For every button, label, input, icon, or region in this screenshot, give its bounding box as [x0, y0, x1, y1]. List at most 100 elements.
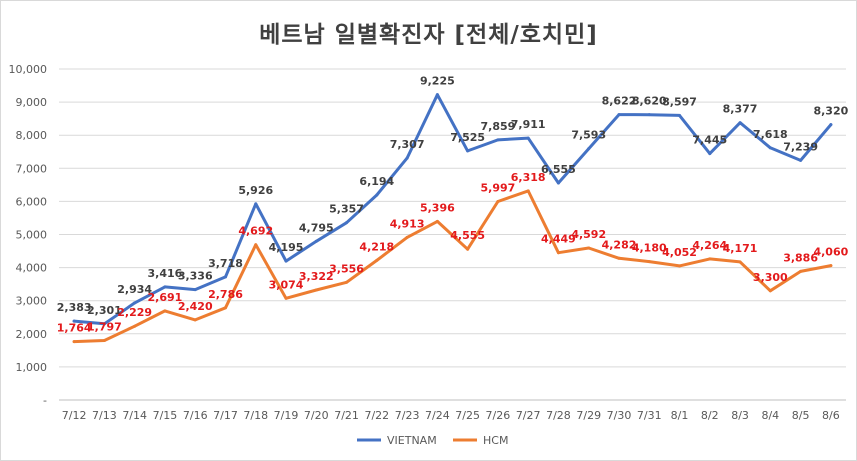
data-label-hcm: 6,318 [511, 171, 546, 184]
data-label-vietnam: 2,301 [87, 304, 122, 317]
data-label-hcm: 2,229 [117, 306, 152, 319]
data-label-vietnam: 7,618 [753, 128, 788, 141]
data-label-vietnam: 7,859 [481, 120, 516, 133]
data-label-vietnam: 8,620 [632, 95, 667, 108]
data-label-vietnam: 2,934 [117, 283, 152, 296]
data-label-hcm: 4,180 [632, 242, 667, 255]
data-label-vietnam: 8,597 [662, 95, 697, 108]
data-label-hcm: 3,886 [783, 251, 818, 264]
data-label-vietnam: 7,307 [390, 138, 425, 151]
x-tick-label: 8/4 [761, 409, 779, 422]
y-tick-label: 10,000 [9, 63, 48, 76]
data-point-hcm [102, 339, 106, 343]
data-point-vietnam [496, 138, 500, 142]
x-tick-label: 7/17 [213, 409, 238, 422]
data-point-vietnam [556, 181, 560, 185]
data-point-hcm [72, 340, 76, 344]
data-point-hcm [193, 318, 197, 322]
chart-title: 베트남 일별확진자 [전체/호치민] [259, 22, 598, 48]
data-point-vietnam [435, 93, 439, 97]
data-point-hcm [223, 306, 227, 310]
x-tick-label: 7/20 [304, 409, 329, 422]
data-label-vietnam: 7,593 [571, 129, 606, 142]
series-line-hcm [72, 189, 833, 344]
data-label-hcm: 4,555 [450, 229, 485, 242]
x-tick-label: 7/23 [395, 409, 420, 422]
data-point-vietnam [284, 259, 288, 263]
data-label-vietnam: 7,445 [692, 134, 727, 147]
x-tick-label: 8/1 [671, 409, 689, 422]
data-point-vietnam [405, 156, 409, 160]
data-label-hcm: 4,913 [390, 217, 425, 230]
data-label-hcm: 3,300 [753, 271, 788, 284]
y-tick-label: 9,000 [16, 96, 48, 109]
x-tick-label: 7/30 [607, 409, 632, 422]
data-point-hcm [768, 289, 772, 293]
y-tick-label: 3,000 [16, 295, 48, 308]
data-label-hcm: 3,322 [299, 270, 334, 283]
data-label-vietnam: 6,194 [359, 175, 394, 188]
data-point-hcm [435, 219, 439, 223]
data-label-hcm: 2,786 [208, 288, 243, 301]
x-tick-label: 7/15 [153, 409, 178, 422]
y-tick-label: 1,000 [16, 361, 48, 374]
data-label-vietnam: 4,795 [299, 221, 334, 234]
data-point-vietnam [72, 319, 76, 323]
data-point-vietnam [678, 113, 682, 117]
data-point-hcm [829, 264, 833, 268]
data-point-vietnam [738, 121, 742, 125]
data-point-vietnam [829, 123, 833, 127]
data-label-hcm: 4,264 [692, 239, 727, 252]
data-label-vietnam: 4,195 [269, 241, 304, 254]
data-point-hcm [375, 258, 379, 262]
data-label-vietnam: 8,320 [813, 105, 848, 118]
y-tick-label: 6,000 [16, 195, 48, 208]
data-label-hcm: 3,074 [269, 278, 304, 291]
y-tick-label: 7,000 [16, 162, 48, 175]
data-point-hcm [345, 280, 349, 284]
data-label-hcm: 1,764 [57, 322, 92, 335]
data-label-vietnam: 5,926 [238, 184, 273, 197]
x-tick-label: 7/26 [486, 409, 511, 422]
data-point-vietnam [254, 202, 258, 206]
data-point-vietnam [163, 285, 167, 289]
data-point-vietnam [587, 147, 591, 151]
data-label-vietnam: 7,239 [783, 140, 818, 153]
data-point-vietnam [647, 113, 651, 117]
x-tick-label: 7/29 [576, 409, 601, 422]
data-label-hcm: 4,282 [602, 238, 637, 251]
data-label-vietnam: 3,336 [178, 270, 213, 283]
data-point-hcm [254, 243, 258, 247]
data-label-hcm: 2,420 [178, 300, 213, 313]
data-point-hcm [466, 247, 470, 251]
data-label-vietnam: 6,555 [541, 163, 576, 176]
x-tick-label: 7/28 [546, 409, 571, 422]
data-label-hcm: 5,396 [420, 201, 455, 214]
x-tick-label: 7/12 [62, 409, 87, 422]
data-label-hcm: 1,797 [87, 321, 122, 334]
legend-label-vietnam: VIETNAM [387, 434, 437, 447]
data-point-hcm [556, 251, 560, 255]
data-point-vietnam [708, 152, 712, 156]
data-point-hcm [526, 189, 530, 193]
data-point-hcm [678, 264, 682, 268]
data-label-hcm: 4,171 [723, 242, 758, 255]
data-point-hcm [133, 324, 137, 328]
data-label-vietnam: 8,622 [602, 95, 637, 108]
x-tick-label: 7/19 [274, 409, 299, 422]
data-label-vietnam: 5,357 [329, 203, 364, 216]
series-line-vietnam [72, 93, 833, 326]
data-point-vietnam [526, 136, 530, 140]
data-point-vietnam [617, 113, 621, 117]
data-label-vietnam: 2,383 [57, 301, 92, 314]
data-label-vietnam: 9,225 [420, 75, 455, 88]
data-point-vietnam [314, 239, 318, 243]
x-tick-label: 7/31 [637, 409, 662, 422]
data-label-hcm: 4,692 [238, 225, 273, 238]
data-point-hcm [284, 296, 288, 300]
x-tick-label: 8/2 [701, 409, 719, 422]
data-label-hcm: 2,691 [148, 291, 183, 304]
y-tick-label: 4,000 [16, 262, 48, 275]
